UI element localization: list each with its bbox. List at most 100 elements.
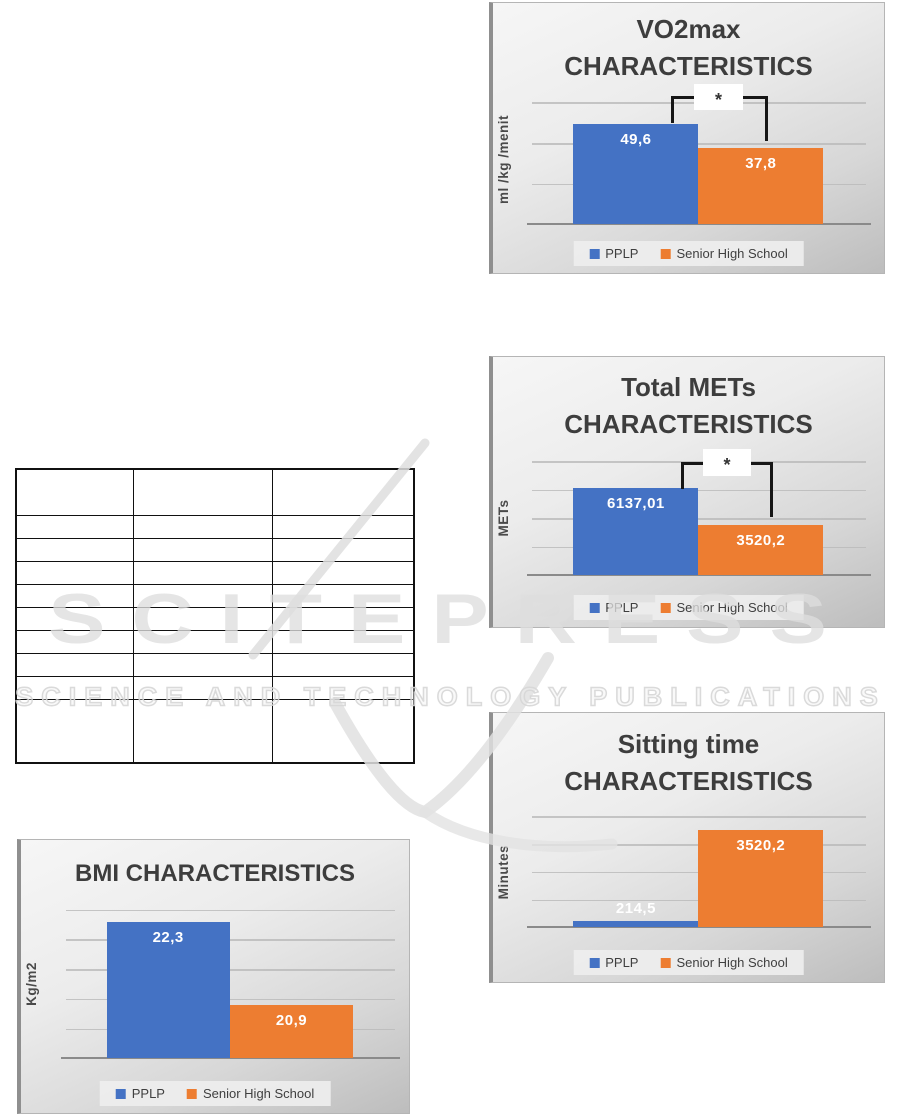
table-cell bbox=[132, 629, 274, 654]
legend-marker-senior-high-school bbox=[660, 248, 671, 259]
legend-marker-senior-high-school bbox=[660, 957, 671, 968]
bar-value-label: 214,5 bbox=[615, 900, 656, 918]
bar-senior-high-school bbox=[229, 1004, 354, 1059]
table-row bbox=[15, 652, 415, 677]
table-cell bbox=[132, 698, 274, 764]
legend-item-senior-high-school: Senior High School bbox=[660, 246, 788, 261]
plot-area: 49,6 37,8 bbox=[527, 102, 872, 226]
plot-area: 6137,01 3520,2 bbox=[527, 461, 872, 577]
chart-title-line1: VO2max bbox=[636, 14, 741, 44]
table-cell bbox=[272, 583, 415, 608]
table-cell bbox=[132, 583, 274, 608]
legend-item-pplp: PPLP bbox=[589, 600, 638, 615]
legend-label: Senior High School bbox=[676, 600, 788, 615]
legend: PPLP Senior High School bbox=[573, 241, 804, 266]
chart-sitting-time: Sitting time CHARACTERISTICS Minutes 214… bbox=[489, 712, 885, 983]
table-row bbox=[15, 629, 415, 654]
legend: PPLP Senior High School bbox=[573, 950, 804, 975]
gridline bbox=[532, 461, 866, 463]
legend-marker-pplp bbox=[115, 1088, 126, 1099]
table-cell bbox=[272, 560, 415, 585]
table-cell bbox=[272, 606, 415, 631]
bar-pplp bbox=[106, 921, 230, 1059]
y-axis-label: ml /kg /menit bbox=[496, 115, 511, 205]
legend-label: PPLP bbox=[605, 955, 639, 970]
chart-title-line2: CHARACTERISTICS bbox=[564, 409, 813, 439]
table-cell bbox=[272, 468, 415, 516]
chart-bmi: BMI CHARACTERISTICS Kg/m2 22,3 20,9 PPLP … bbox=[17, 839, 410, 1114]
table-cell bbox=[15, 675, 134, 700]
bar-value-label: 49,6 bbox=[620, 130, 652, 148]
table-cell bbox=[15, 468, 134, 516]
legend: PPLP Senior High School bbox=[573, 595, 804, 620]
legend-marker-senior-high-school bbox=[186, 1088, 197, 1099]
table-cell bbox=[272, 514, 415, 539]
bar-value-label: 20,9 bbox=[275, 1011, 308, 1029]
gridline bbox=[65, 909, 396, 912]
chart-title-line1: Total METs bbox=[621, 372, 756, 402]
table-row bbox=[15, 583, 415, 608]
legend-marker-pplp bbox=[589, 957, 600, 968]
table-cell bbox=[15, 698, 134, 764]
plot-area: 214,5 3520,2 bbox=[527, 816, 872, 929]
table-cell bbox=[15, 560, 134, 585]
table-cell bbox=[132, 675, 274, 700]
chart-vo2max: VO2max CHARACTERISTICS ml /kg /menit 49,… bbox=[489, 2, 885, 274]
gridline bbox=[532, 102, 866, 104]
chart-title: Total METs CHARACTERISTICS bbox=[493, 369, 884, 443]
table-cell bbox=[15, 514, 134, 539]
legend-marker-pplp bbox=[589, 248, 600, 259]
table-cell bbox=[132, 514, 274, 539]
bar-pplp bbox=[573, 921, 699, 928]
table-cell bbox=[272, 537, 415, 562]
gridline bbox=[532, 816, 866, 818]
chart-title-line1: Sitting time bbox=[617, 729, 760, 759]
gridline bbox=[532, 518, 866, 520]
bar-senior-high-school bbox=[698, 147, 824, 225]
y-axis-label: METs bbox=[496, 499, 511, 537]
table-cell bbox=[132, 537, 274, 562]
y-axis-label: Kg/m2 bbox=[24, 962, 39, 1007]
table-row bbox=[15, 606, 415, 631]
bar-pplp bbox=[573, 487, 699, 576]
empty-data-table bbox=[15, 468, 415, 764]
legend-marker-pplp bbox=[589, 602, 600, 613]
bar-value-label: 37,8 bbox=[745, 154, 777, 172]
legend-item-senior-high-school: Senior High School bbox=[660, 600, 788, 615]
legend-item-senior-high-school: Senior High School bbox=[660, 955, 788, 970]
table-cell bbox=[15, 537, 134, 562]
table-cell bbox=[132, 560, 274, 585]
table-cell bbox=[15, 583, 134, 608]
table-row bbox=[15, 698, 415, 764]
legend-marker-senior-high-school bbox=[660, 602, 671, 613]
legend-item-pplp: PPLP bbox=[115, 1086, 165, 1101]
chart-title-line2: CHARACTERISTICS bbox=[564, 51, 813, 81]
table-row bbox=[15, 468, 415, 516]
legend-item-senior-high-school: Senior High School bbox=[186, 1086, 315, 1101]
bar-value-label: 6137,01 bbox=[607, 494, 665, 512]
legend-label: Senior High School bbox=[676, 246, 788, 261]
table-cell bbox=[272, 675, 415, 700]
legend-label: Senior High School bbox=[676, 955, 788, 970]
gridline bbox=[65, 969, 396, 971]
table-cell bbox=[132, 468, 274, 516]
table-cell bbox=[15, 652, 134, 677]
legend: PPLP Senior High School bbox=[99, 1081, 331, 1106]
bar-senior-high-school bbox=[698, 829, 824, 928]
table-row bbox=[15, 537, 415, 562]
legend-item-pplp: PPLP bbox=[589, 246, 638, 261]
chart-title: VO2max CHARACTERISTICS bbox=[493, 11, 884, 85]
bracket-line bbox=[671, 96, 768, 99]
table-row bbox=[15, 514, 415, 539]
table-cell bbox=[272, 698, 415, 764]
chart-title: Sitting time CHARACTERISTICS bbox=[493, 726, 884, 800]
chart-title: BMI CHARACTERISTICS bbox=[21, 857, 409, 891]
gridline bbox=[532, 143, 866, 145]
chart-total-mets: Total METs CHARACTERISTICS METs 6137,01 3… bbox=[489, 356, 885, 628]
legend-label: Senior High School bbox=[202, 1086, 315, 1101]
table-row bbox=[15, 675, 415, 700]
gridline bbox=[65, 939, 396, 941]
bar-value-label: 3520,2 bbox=[736, 836, 786, 854]
y-axis-label: Minutes bbox=[496, 844, 511, 899]
